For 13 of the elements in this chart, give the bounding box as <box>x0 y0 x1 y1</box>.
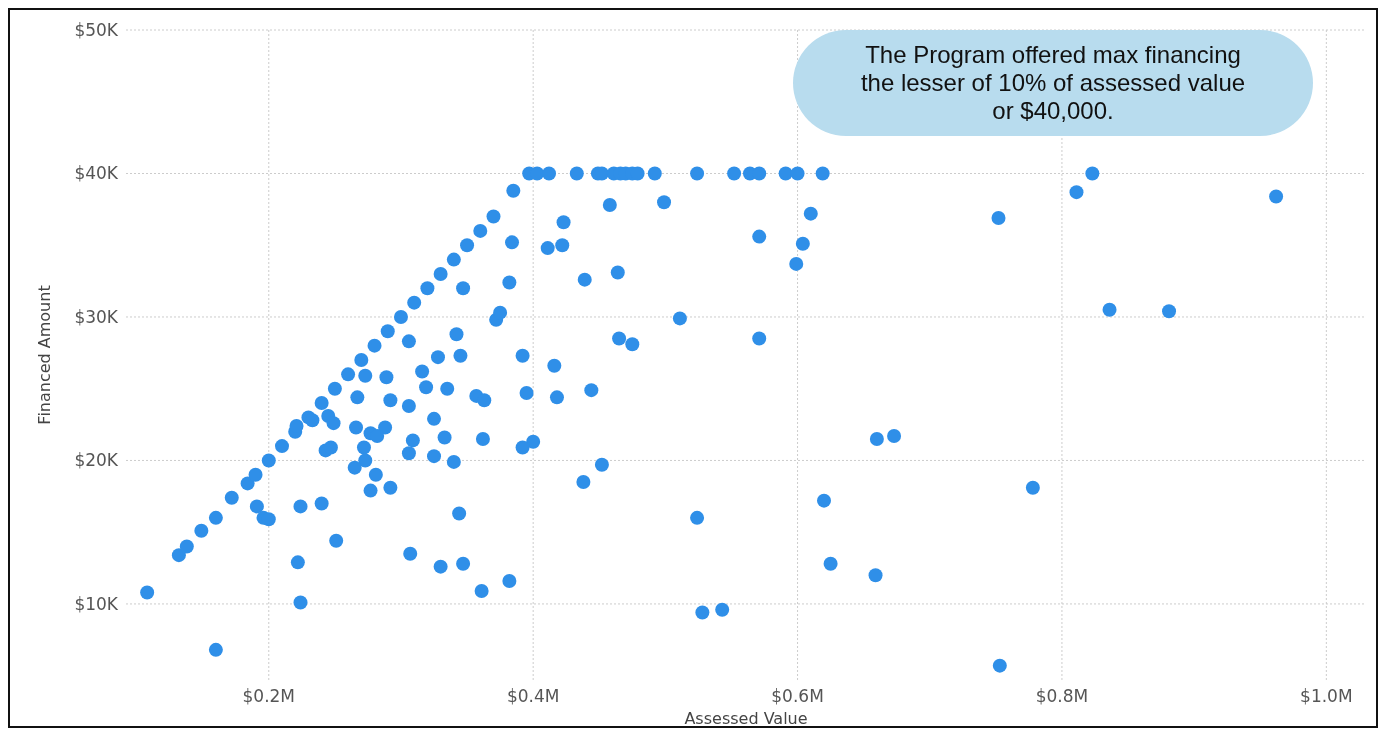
y-axis-title: Financed Amount <box>35 285 54 425</box>
x-axis-title: Assessed Value <box>684 709 808 728</box>
x-tick-label: $0.6M <box>771 686 824 706</box>
x-tick-label: $0.4M <box>506 686 560 706</box>
y-tick-label: $50K <box>74 19 119 40</box>
annotation: The Program offered max financing the lesser of 10% of assessed value or $40,000. <box>860 41 1246 124</box>
x-tick-label: $0.2M <box>242 686 296 706</box>
y-tick-label: $10K <box>74 593 119 614</box>
x-tick-label: $0.8M <box>1035 686 1089 706</box>
y-tick-label: $40K <box>74 163 119 184</box>
x-tick-label: $1.0M <box>1300 686 1353 706</box>
y-tick-label: $30K <box>74 306 119 327</box>
y-tick-label: $20K <box>74 450 119 471</box>
